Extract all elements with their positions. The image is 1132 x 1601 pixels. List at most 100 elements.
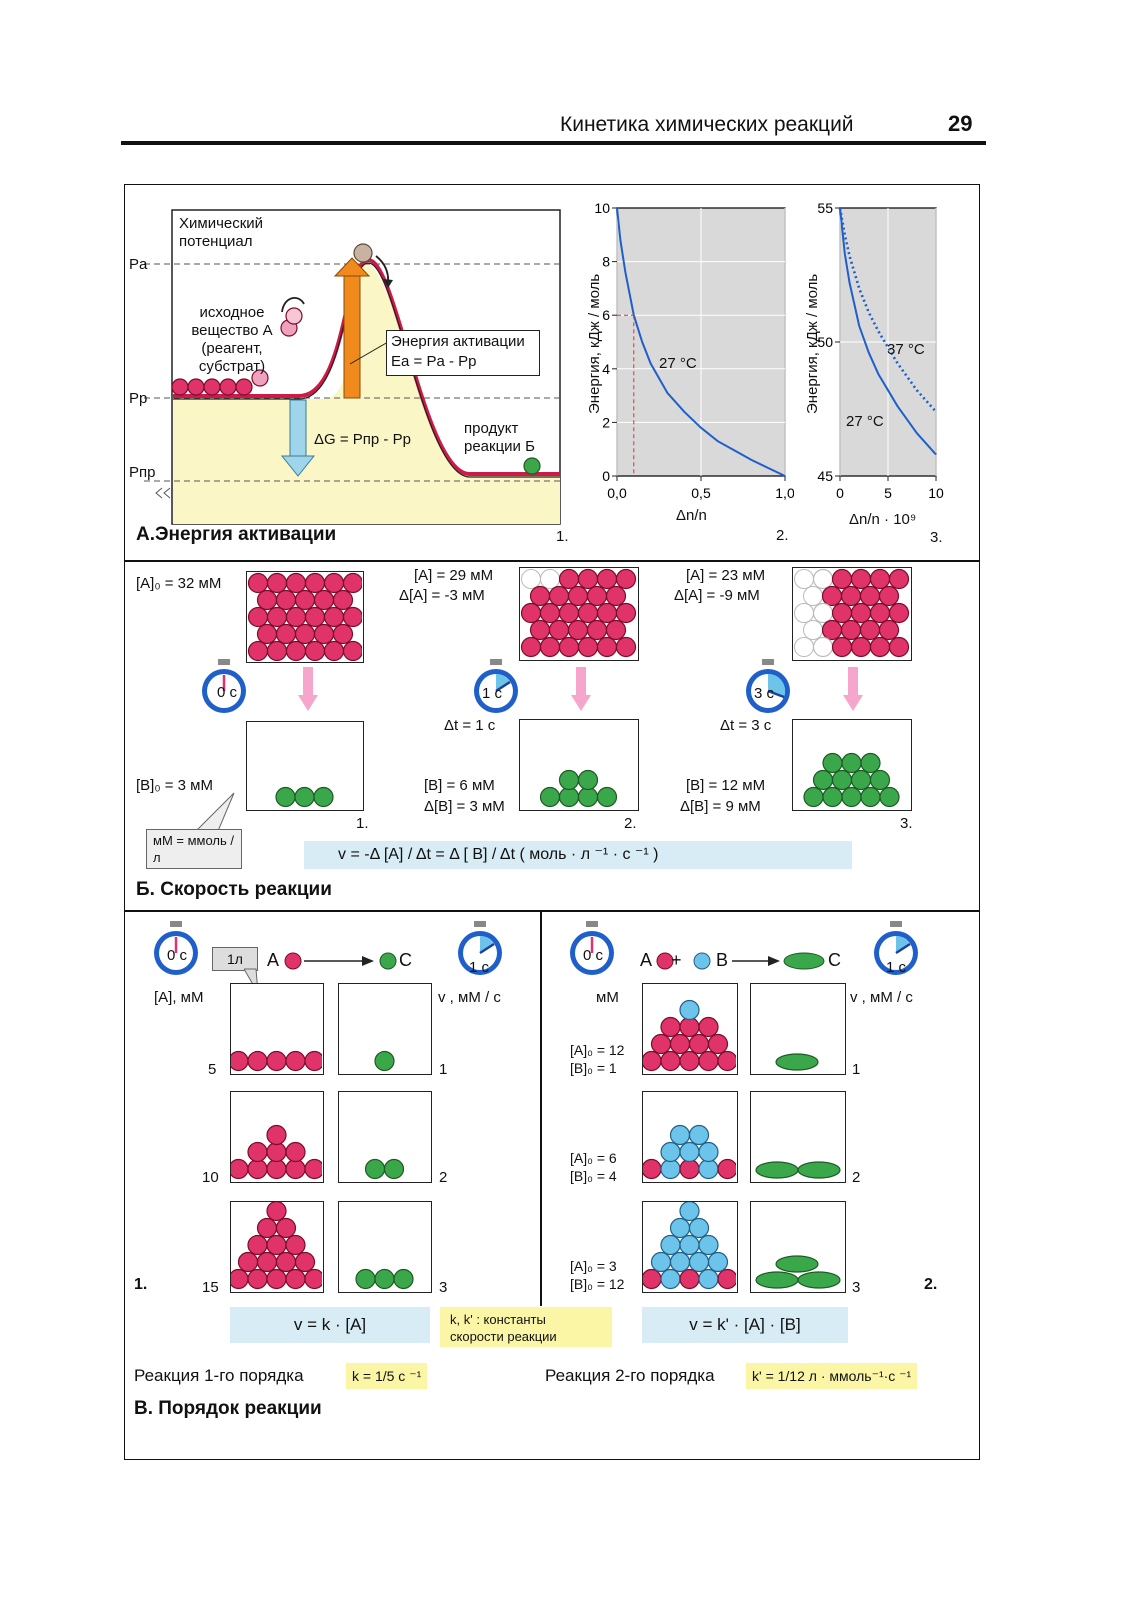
molecule-a: [698, 1050, 719, 1072]
second-order-label: Реакция 2-го порядка: [545, 1366, 715, 1385]
right-row3-b: [B]₀ = 12: [570, 1276, 625, 1292]
left-row1-rate: 1: [439, 1061, 448, 1078]
divider-b-c: [124, 910, 980, 912]
molecule-a: [266, 640, 288, 662]
panel1-number: 1.: [356, 815, 369, 832]
molecule-a: [660, 1016, 681, 1038]
molecule-a: [596, 636, 618, 658]
section-c-title: В. Порядок реакции: [134, 1398, 322, 1419]
level-ppr: Pпр: [129, 464, 156, 481]
right-reaction-c: C: [828, 950, 841, 970]
molecule-b: [660, 1158, 681, 1180]
molecule-a: [831, 636, 853, 658]
right-number: 2.: [924, 1276, 938, 1293]
diagram-number: 1.: [556, 528, 569, 545]
left-timer-1s: [458, 921, 502, 975]
molecule-a: [313, 589, 335, 611]
panel3-b-box: [792, 719, 912, 811]
second-order-formula: v = k' · [A] · [B]: [642, 1307, 848, 1343]
section-b-title: Б. Скорость реакции: [136, 879, 332, 900]
molecule-b: [850, 769, 872, 791]
molecule-a: [275, 589, 297, 611]
molecule-b: [374, 1268, 395, 1290]
left-row3-a-box: [228, 1200, 325, 1293]
molecule-a: [596, 602, 618, 624]
right-row1-b: [B]₀ = 1: [570, 1060, 617, 1076]
molecule-a: [256, 1217, 278, 1239]
section-b: [A]₀ = 32 мМ 0 c [B]₀ = 3 мМ 1. мМ = ммо…: [124, 561, 980, 911]
x-tick-label: 0: [836, 485, 844, 501]
y-tick-label: 55: [817, 200, 833, 216]
figure-frame: [124, 184, 980, 1460]
molecule-a: [247, 1268, 268, 1290]
molecule-b: [374, 1050, 395, 1072]
left-row1-conc: 5: [208, 1061, 217, 1078]
molecule-b: [577, 786, 599, 808]
chart3-number: 3.: [930, 529, 943, 546]
molecule-a: [812, 636, 834, 658]
molecule-b: [688, 1124, 710, 1146]
molecule-b: [669, 1217, 691, 1239]
product-label: продукт реакции Б: [464, 420, 535, 455]
molecule-a: [304, 572, 326, 594]
chart3-ylabel: Энергия, кДж / моль: [804, 273, 821, 414]
molecule-a: [323, 606, 345, 628]
molecule-a: [641, 1158, 662, 1180]
molecule-a: [285, 1141, 306, 1163]
molecule-b: [660, 1268, 681, 1290]
molecule-b: [660, 1141, 681, 1163]
molecule-a: [294, 1251, 316, 1273]
left-timer-1s-label: 1 c: [469, 959, 490, 976]
left-row3-conc: 15: [202, 1279, 219, 1296]
molecule-a: [586, 585, 608, 607]
right-timer-1s: [874, 921, 918, 975]
molecule-a: [247, 606, 269, 628]
molecule-a: [228, 1050, 249, 1072]
molecule-a: [266, 1141, 287, 1163]
empty-slot: [521, 569, 541, 589]
molecule-b: [698, 1141, 719, 1163]
molecule-a: [577, 636, 599, 658]
right-row1-c-box: [750, 983, 846, 1075]
molecule-b: [669, 1251, 691, 1273]
left-row3-c-box: [338, 1201, 432, 1293]
right-timer-0s-label: 0 c: [583, 947, 604, 964]
rate-formula: v = -Δ [A] / Δt = Δ [ B] / Δt ( моль · л…: [304, 841, 852, 869]
left-row2-a-box: [228, 1091, 325, 1183]
molecule-a: [605, 619, 627, 641]
y-tick-label: 2: [602, 414, 610, 430]
product-c: [755, 1271, 799, 1289]
molecule-b: [558, 769, 580, 791]
molecule-b: [698, 1268, 719, 1290]
chart2-ylabel: Энергия, кДж / моль: [586, 273, 603, 414]
panel1-a-box: [246, 571, 364, 663]
chart2-number: 2.: [776, 527, 789, 544]
timer-1s-label: 1 c: [482, 685, 503, 702]
right-reaction-b: B: [716, 950, 729, 970]
molecule-a: [679, 1158, 700, 1180]
y-tick-label: 10: [594, 200, 610, 216]
molecule-a: [529, 585, 551, 607]
x-tick-label: 10: [928, 485, 944, 501]
chart3-xlabel: Δn/n · 10⁹: [849, 511, 917, 528]
activation-energy-box: Энергия активации Ea = Pa - Pp: [386, 330, 540, 376]
molecule-a: [888, 568, 910, 590]
section-a-title: А.Энергия активации: [136, 524, 337, 545]
molecule-a: [520, 602, 542, 624]
chart2-curve-label: 27 °C: [659, 355, 697, 372]
right-row3-a: [A]₀ = 3: [570, 1258, 617, 1274]
right-row3-ab-box: [641, 1200, 738, 1293]
molecule-b: [679, 1141, 700, 1163]
molecule-a: [821, 619, 843, 641]
molecule-a: [266, 572, 288, 594]
molecule-a: [679, 1268, 700, 1290]
y-tick-label: 50: [817, 334, 833, 350]
section-c-divider: [540, 911, 542, 1306]
rate-constants-note: k, k' : константы скорости реакции: [440, 1307, 612, 1347]
molecule-a: [831, 602, 853, 624]
right-col2-header: v , мМ / с: [850, 989, 913, 1006]
molecule-b: [660, 1234, 681, 1256]
molecule-a: [577, 602, 599, 624]
molecule-a: [840, 585, 862, 607]
molecule-a: [332, 589, 354, 611]
